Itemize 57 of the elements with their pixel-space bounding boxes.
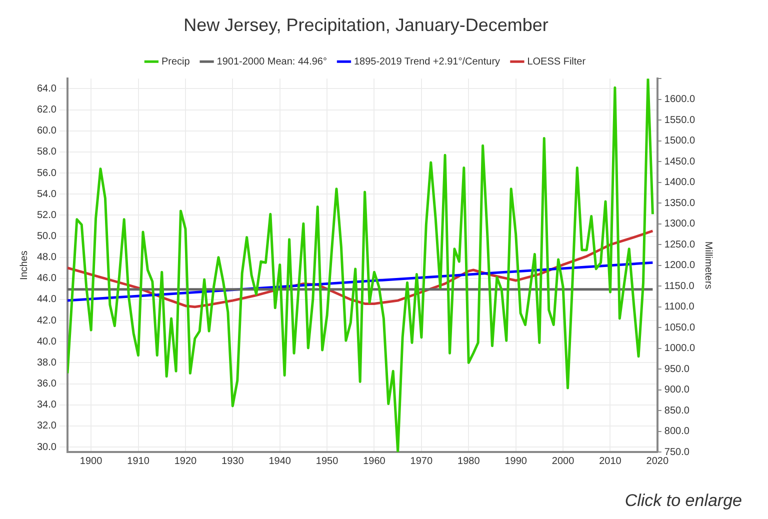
y-tick-label: 56.0: [36, 168, 57, 179]
x-tick-label: 1970: [410, 456, 433, 467]
y-tick-label: 52.0: [36, 210, 57, 221]
chart-title: New Jersey, Precipitation, January-December: [184, 14, 548, 35]
y-tick-label: 30.0: [36, 442, 57, 453]
y2-tick-label: 1400.0: [664, 177, 696, 188]
y-tick-label: 38.0: [36, 357, 57, 368]
y2-tick-label: 1200.0: [664, 260, 696, 272]
y2-tick-label: 1250.0: [664, 239, 696, 250]
y2-tick-label: 1500.0: [664, 136, 696, 147]
y-tick-label: 50.0: [36, 231, 57, 242]
y-tick-label: 60.0: [36, 126, 57, 137]
y-tick-label: 58.0: [36, 146, 57, 158]
y2-tick-label: 1600.0: [664, 94, 696, 106]
y2-tick-label: 900.0: [664, 384, 690, 396]
y-tick-label: 32.0: [36, 420, 57, 432]
x-tick-label: 2020: [646, 456, 669, 467]
y-tick-label: 42.0: [36, 315, 57, 326]
x-tick-label: 1950: [316, 456, 339, 467]
y2-tick-label: 950.0: [664, 364, 690, 375]
y2-tick-label: 1450.0: [664, 156, 696, 168]
x-tick-label: 1930: [222, 456, 244, 467]
y2-tick-label: 1350.0: [664, 198, 696, 209]
y2-tick-label: 1150.0: [664, 280, 695, 292]
y2-tick-label: 1000.0: [664, 343, 696, 354]
y-tick-label: 40.0: [36, 336, 57, 348]
y2-tick-label: 800.0: [664, 426, 690, 438]
x-tick-label: 1920: [174, 456, 198, 467]
legend-label: 1901-2000 Mean: 44.96°: [216, 56, 327, 68]
text: Click to enlarge: [624, 491, 742, 511]
y-tick-label: 48.0: [36, 252, 57, 264]
y-tick-label: 36.0: [36, 378, 57, 390]
x-tick-label: 2010: [599, 456, 622, 467]
y2-tick-label: 1300.0: [664, 218, 696, 230]
legend-label: LOESS Filter: [527, 56, 586, 68]
legend-label: Precip: [161, 56, 190, 68]
y2-tick-label: 750.0: [664, 446, 690, 458]
y-tick-label: 62.0: [36, 104, 57, 116]
y2-tick-label: 1050.0: [664, 322, 696, 334]
x-tick-label: 1980: [458, 456, 480, 467]
x-tick-label: 1910: [127, 456, 150, 467]
x-tick-label: 1990: [504, 456, 528, 467]
y-axis-title: Inches: [18, 250, 30, 280]
y-tick-label: 64.0: [36, 83, 57, 94]
y-tick-label: 34.0: [36, 400, 57, 411]
y2-tick-label: 850.0: [664, 405, 690, 416]
y-tick-label: 54.0: [36, 188, 57, 200]
y2-axis-title: Millimeters: [702, 241, 714, 290]
y2-tick-label: 1550.0: [664, 114, 696, 126]
x-tick-label: 2000: [552, 456, 575, 467]
x-tick-label: 1900: [80, 456, 103, 467]
x-tick-label: 1960: [363, 456, 386, 467]
y-tick-label: 44.0: [36, 294, 57, 306]
y2-tick-label: 1100.0: [664, 302, 695, 313]
y-tick-label: 46.0: [36, 273, 57, 284]
legend-label: 1895-2019 Trend +2.91°/Century: [354, 56, 500, 68]
x-tick-label: 1940: [268, 456, 292, 467]
